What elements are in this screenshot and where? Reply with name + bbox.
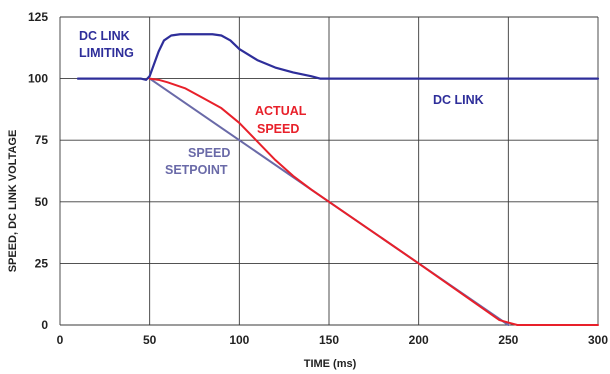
series-line-dc-link — [76, 33, 600, 81]
x-tick-label: 50 — [143, 333, 157, 347]
y-tick-label: 50 — [35, 195, 49, 209]
x-tick-label: 300 — [588, 333, 608, 347]
x-tick-label: 250 — [498, 333, 518, 347]
grid — [59, 16, 599, 326]
x-tick-label: 150 — [319, 333, 339, 347]
annotation-speed-setpoint-2: SETPOINT — [165, 163, 228, 177]
y-tick-label: 25 — [35, 256, 49, 270]
y-tick-label: 75 — [35, 133, 49, 147]
annotation-dc-link-limiting-2: LIMITING — [79, 46, 134, 60]
y-tick-label: 100 — [28, 72, 48, 86]
x-tick-label: 100 — [229, 333, 249, 347]
annotation-actual-speed-2: SPEED — [257, 122, 299, 136]
y-axis-title: SPEED, DC LINK VOLTAGE — [7, 130, 19, 273]
x-axis-title: TIME (ms) — [304, 358, 357, 370]
annotations: DC LINK LIMITING DC LINK ACTUAL SPEED SPEED SE… — [79, 29, 484, 177]
x-tick-label: 200 — [409, 333, 429, 347]
y-tick-label: 125 — [28, 10, 48, 24]
x-tick-label: 0 — [57, 333, 64, 347]
annotation-actual-speed-1: ACTUAL — [255, 104, 307, 118]
annotation-dc-link: DC LINK — [433, 93, 484, 107]
annotation-speed-setpoint-1: SPEED — [188, 146, 230, 160]
tick-labels: 0 50 100 150 200 250 300 0 25 50 75 100 125 — [28, 10, 608, 347]
series-lines — [76, 33, 600, 326]
series-line-actual-speed — [148, 77, 599, 326]
y-tick-label: 0 — [41, 318, 48, 332]
annotation-dc-link-limiting-1: DC LINK — [79, 29, 130, 43]
